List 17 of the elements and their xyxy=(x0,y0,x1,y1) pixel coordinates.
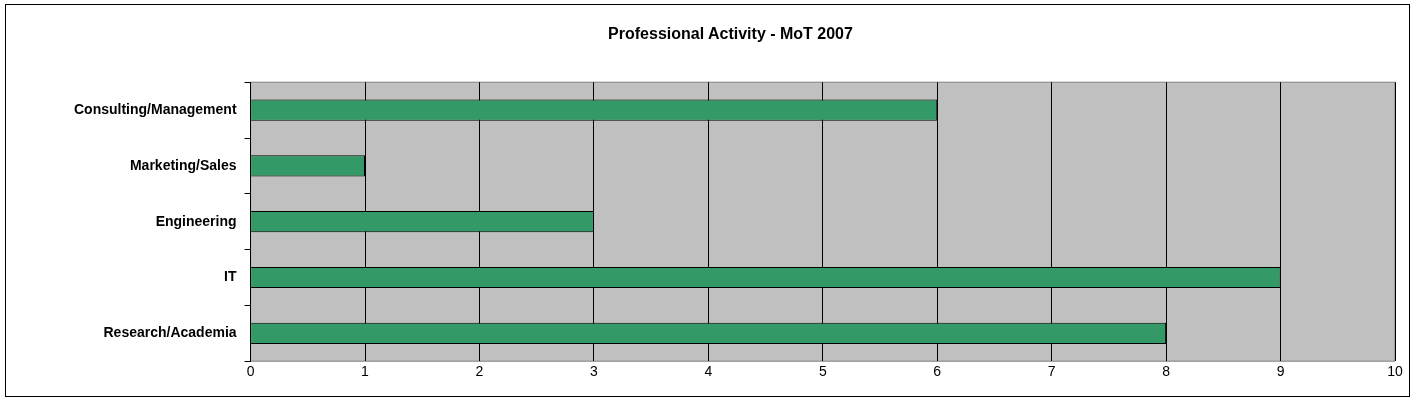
x-tick-label: 2 xyxy=(475,363,484,380)
x-tick-label: 8 xyxy=(1162,363,1171,380)
x-tick-label: 1 xyxy=(361,363,370,380)
chart-title: Professional Activity - MoT 2007 xyxy=(608,25,854,43)
x-tick-label: 5 xyxy=(818,363,827,380)
x-tick-label: 7 xyxy=(1047,363,1056,380)
y-tick-label: Consulting/Management xyxy=(74,100,237,117)
y-tick-label: Research/Academia xyxy=(103,324,237,341)
x-tick-label: 3 xyxy=(589,363,598,380)
y-tick-label: IT xyxy=(224,268,237,285)
y-tick-label: Marketing/Sales xyxy=(129,156,237,173)
x-tick-label: 9 xyxy=(1276,363,1285,380)
x-tick-label: 6 xyxy=(933,363,942,380)
x-tick-label: 10 xyxy=(1387,363,1403,380)
x-tick-label: 4 xyxy=(704,363,713,380)
x-tick-label: 0 xyxy=(246,363,255,380)
y-tick-label: Engineering xyxy=(155,212,237,229)
